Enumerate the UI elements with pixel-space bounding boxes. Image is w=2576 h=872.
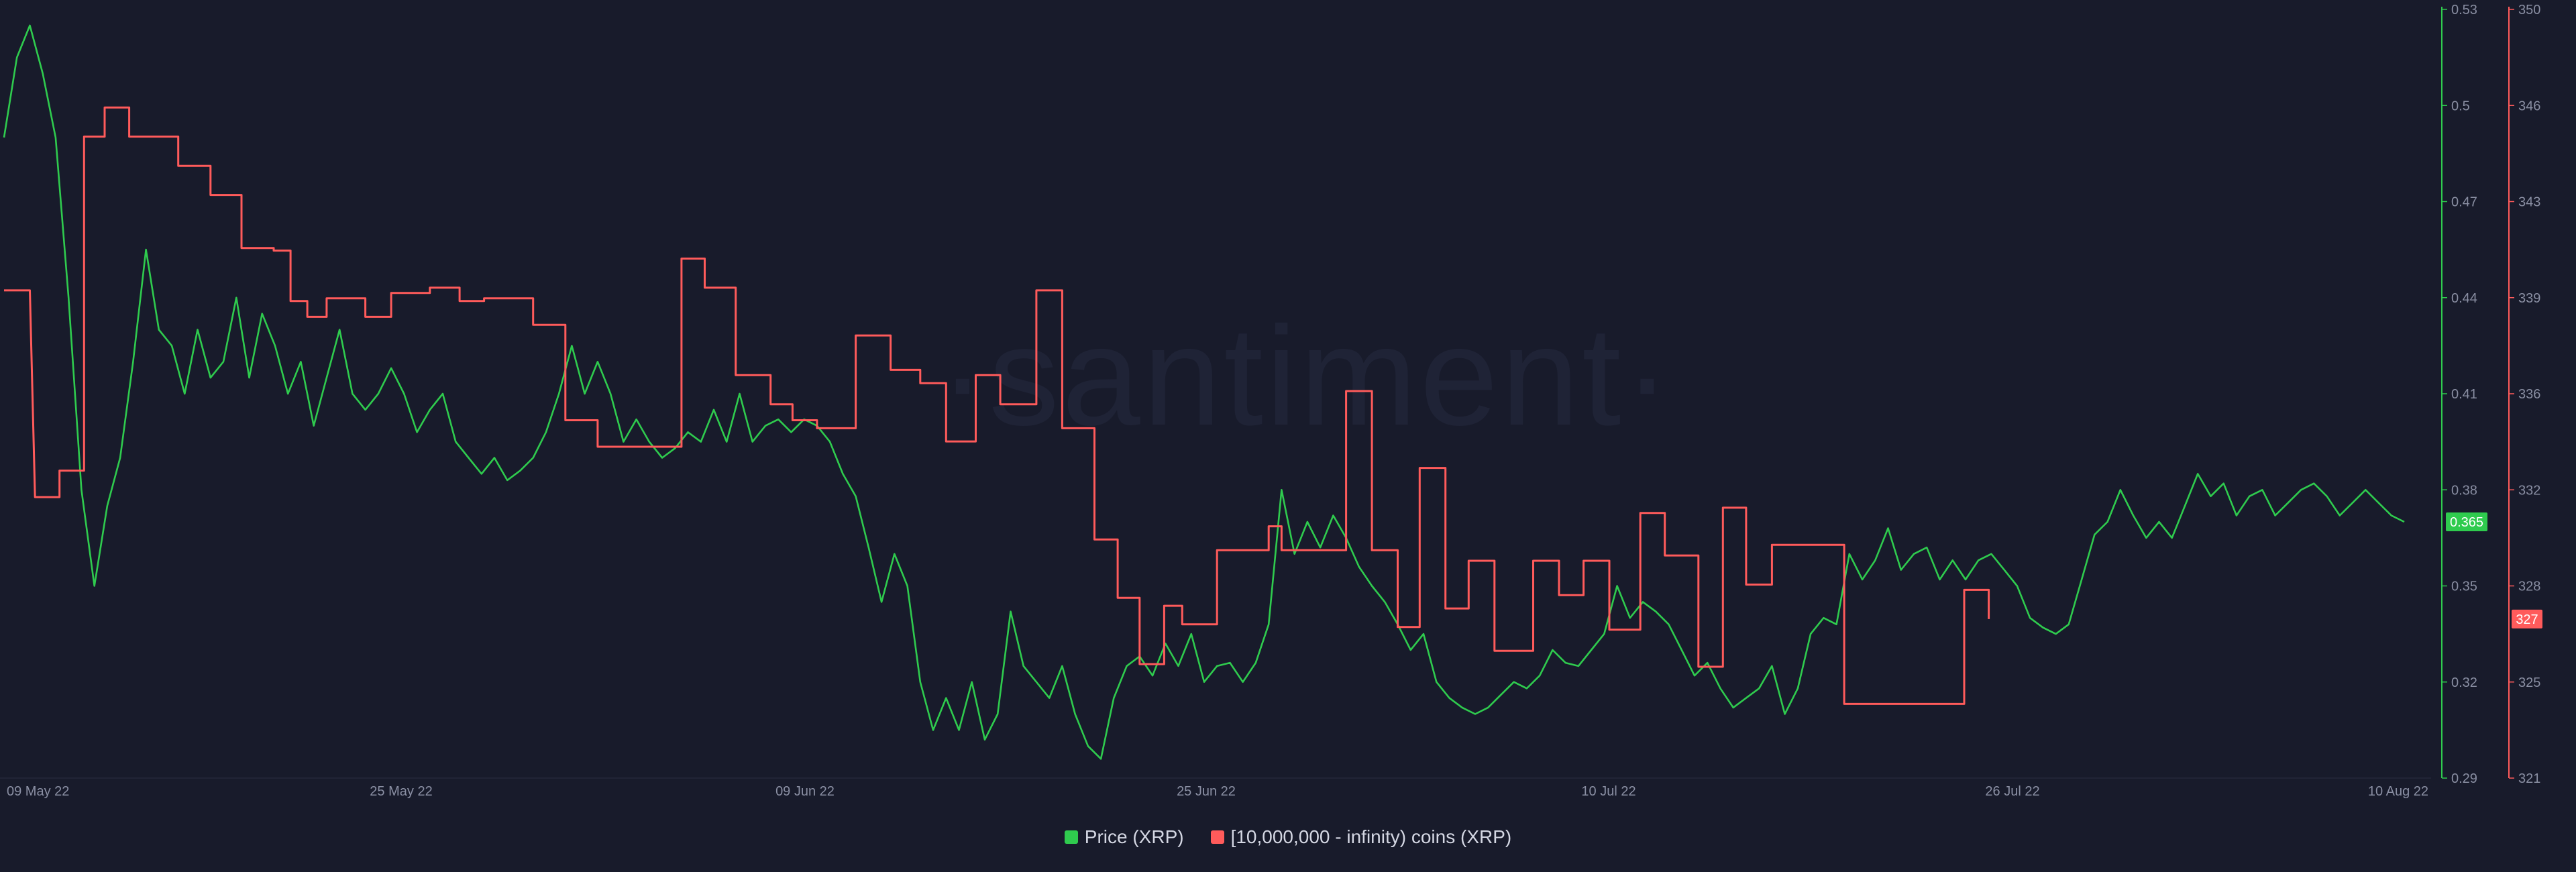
holders-tick-label: 336 [2518,387,2540,402]
price-tick-label: 0.47 [2451,195,2477,210]
x-tick-label: 10 Jul 22 [1581,784,1635,799]
axes: 09 May 22 25 May 22 09 Jun 22 25 Jun 22 10 J… [0,3,2542,799]
price-last-value-label: 0.365 [2450,515,2483,530]
holders-series [4,106,1990,705]
holders-line [4,106,1990,705]
holders-tick-label: 350 [2518,3,2540,17]
legend-swatch-holders [1210,830,1224,844]
x-tick-label: 09 Jun 22 [775,784,835,799]
holders-tick-label: 328 [2518,580,2540,594]
x-tick-label: 09 May 22 [7,784,69,799]
holders-tick-label: 332 [2518,483,2540,498]
holders-tick-label: 346 [2518,99,2540,113]
x-tick-label: 10 Aug 22 [2368,784,2428,799]
price-tick-label: 0.32 [2451,675,2477,690]
x-tick-label: 25 May 22 [370,784,432,799]
holders-tick-label: 321 [2518,771,2540,786]
legend-swatch-price [1064,830,1078,844]
holders-last-value-label: 327 [2516,612,2538,627]
legend-item-holders[interactable]: [10,000,000 - infinity) coins (XRP) [1210,826,1512,848]
price-last-value-badge [2446,512,2487,531]
price-series [3,24,2405,760]
price-tick-label: 0.5 [2451,99,2470,113]
legend-label-price: Price (XRP) [1084,826,1184,847]
santiment-watermark: ·santiment· [939,297,1674,455]
x-tick-label: 26 Jul 22 [1985,784,2039,799]
price-tick-label: 0.35 [2451,580,2477,594]
holders-tick-label: 325 [2518,675,2540,690]
price-tick-label: 0.53 [2451,3,2477,17]
holders-last-value-badge [2512,609,2542,629]
legend-item-price[interactable]: Price (XRP) [1064,826,1184,848]
legend: Price (XRP) [10,000,000 - infinity) coin… [0,826,2576,848]
legend-label-holders: [10,000,000 - infinity) coins (XRP) [1230,826,1512,847]
holders-tick-label: 343 [2518,195,2540,210]
price-tick-label: 0.29 [2451,771,2477,786]
price-tick-label: 0.44 [2451,291,2477,306]
price-tick-label: 0.38 [2451,483,2477,498]
holders-tick-label: 339 [2518,291,2540,306]
x-tick-label: 25 Jun 22 [1177,784,1236,799]
price-line [3,24,2405,760]
price-tick-label: 0.41 [2451,387,2477,402]
